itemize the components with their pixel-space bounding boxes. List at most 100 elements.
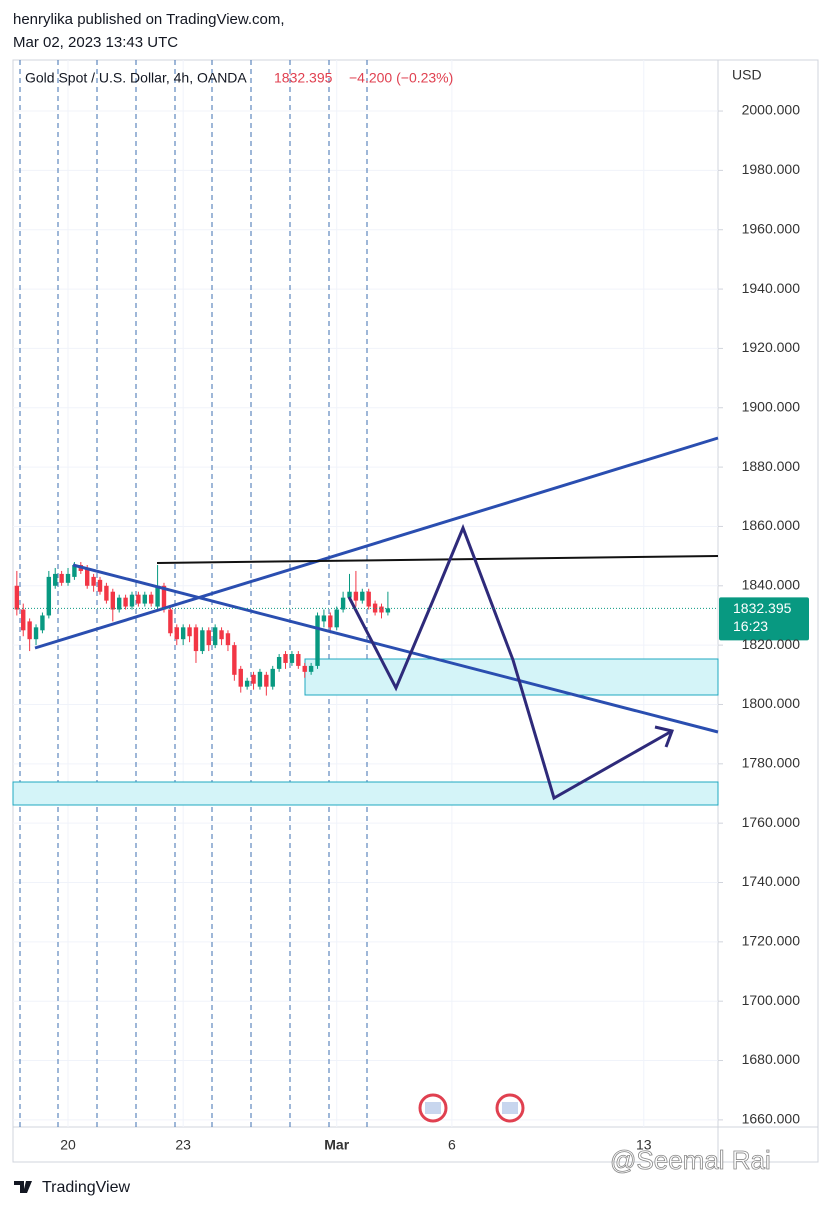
candle-body [308,665,314,672]
candle-body [379,606,384,613]
symbol-title: Gold Spot / U.S. Dollar, 4h, OANDA [25,70,247,86]
candle-body [174,627,179,640]
candle-body [97,579,103,592]
frame [12,59,819,1163]
candle-body [187,627,192,637]
session-breaks [19,60,368,1127]
rising-trendline [34,436,719,650]
candle-body [206,630,211,646]
candle-body [353,591,359,601]
y-tick-label: 1960.000 [742,220,801,236]
candle-body [289,654,295,663]
author-line: henrylika published on TradingView.com, [13,11,285,28]
candle-body [21,609,26,631]
candle-body [110,591,116,610]
candle-body [347,591,352,598]
price-tag-countdown: 16:23 [733,618,768,634]
y-tick-label: 1680.000 [742,1051,801,1067]
y-tick-label: 1740.000 [742,873,801,889]
x-tick-label: 13 [636,1137,652,1153]
candle-body [155,585,160,607]
candle-body [85,567,90,586]
date-line: Mar 02, 2023 13:43 UTC [13,34,178,51]
candle-body [321,615,327,622]
candle-body [168,609,173,634]
candle-body [142,594,147,604]
candle-body [334,609,339,628]
candle-body [148,594,154,604]
candle-body [340,597,346,610]
price-tag-value: 1832.395 [733,600,792,616]
brand: TradingView [42,1179,130,1196]
candle-body [161,585,167,610]
y-tick-label: 1820.000 [742,636,801,652]
y-tick-label: 1800.000 [742,695,801,711]
candle-body [59,573,64,583]
candle-body [27,621,32,640]
candle-body [129,594,135,607]
candle-body [212,627,218,646]
x-tick-label: 20 [60,1137,76,1153]
candle-body [366,591,371,607]
y-tick-label: 1760.000 [742,814,801,830]
y-tick-label: 1860.000 [742,517,801,533]
candle-body [315,615,320,666]
currency: USD [732,67,762,83]
y-tick-label: 1700.000 [742,992,801,1008]
y-tick-label: 1940.000 [742,280,801,296]
y-tick-label: 1780.000 [742,755,801,771]
x-tick-label: Mar [324,1137,349,1153]
candle-body [193,627,199,652]
candle-body [296,654,301,666]
candle-body [244,680,250,687]
y-tick-label: 1980.000 [742,161,801,177]
y-tick-label: 2000.000 [742,102,801,118]
y-tick-label: 1840.000 [742,576,801,592]
candle-body [91,576,96,586]
candle-body [72,565,77,577]
zone-lower [12,781,719,806]
candle-body [46,576,52,616]
candle-body [251,674,256,684]
candle-body [276,656,282,669]
candle-body [14,585,20,610]
candle-body [123,597,128,607]
projection-path [347,523,673,801]
candle-body [180,627,186,640]
candle-body [238,668,243,687]
projection-arrow [654,725,675,748]
candle-body [116,597,122,610]
y-tick-label: 1900.000 [742,398,801,414]
y-tick-label: 1660.000 [742,1111,801,1127]
price-tag-box [719,597,809,641]
horizontal-line [156,555,719,564]
price-tag: 1832.395 16:23 [719,597,809,641]
x-tick-label: 23 [175,1137,191,1153]
candle-body [104,585,109,601]
candle-body [302,665,307,672]
candle-body [257,671,263,687]
grid [13,60,718,1127]
candle-body [232,645,237,675]
candle-body [200,630,205,652]
x-tick-label: 6 [448,1137,456,1153]
candle-body [33,627,39,640]
y-tick-label: 1720.000 [742,933,801,949]
candle-body [136,594,141,604]
candle-body [372,603,378,613]
candle-body [65,573,71,583]
candles [14,562,391,696]
candle-body [53,573,58,586]
candle-body [385,608,391,613]
y-tick-label: 1880.000 [742,458,801,474]
candle-body [360,591,365,601]
watermark: @Seemal Rai [610,1145,771,1175]
y-tick-label: 1920.000 [742,339,801,355]
candle-body [219,630,224,640]
last-price: 1832.395 [274,70,333,86]
brand-logo [14,1181,32,1193]
falling-trendline [72,563,719,734]
candle-body [225,633,231,646]
